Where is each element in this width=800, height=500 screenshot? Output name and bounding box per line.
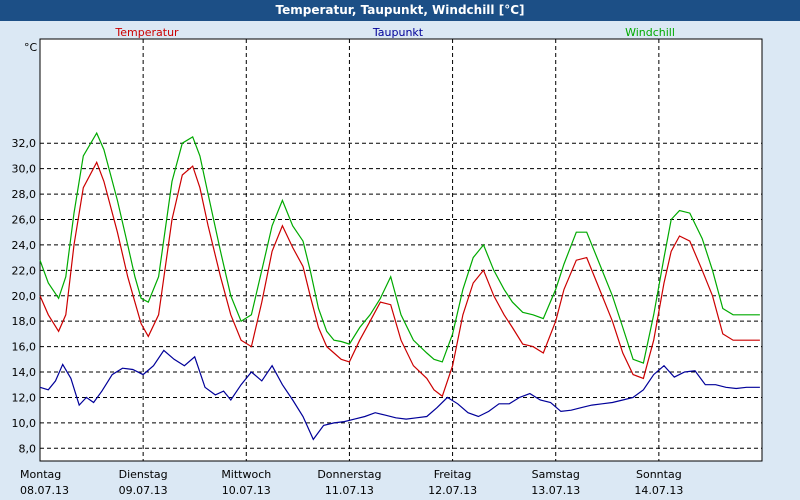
legend-temperatur: Temperatur (114, 26, 179, 39)
x-day-label: Donnerstag (317, 468, 381, 481)
x-date-label: 11.07.13 (325, 484, 374, 497)
series-line-temperatur (39, 160, 760, 398)
x-day-label: Mittwoch (221, 468, 271, 481)
y-tick-label: 16,0 (12, 341, 37, 354)
x-day-label: Freitag (434, 468, 472, 481)
y-axis-label: °C (24, 41, 38, 54)
line-chart: 8,0 10,0 12,0 14,0 16,0 18,0 20,0 22,0 24,0 26,0 2… (12, 26, 763, 497)
legend: Temperatur Taupunkt Windchill (114, 26, 675, 39)
chart-title: Temperatur, Taupunkt, Windchill [°C] (0, 0, 800, 21)
series-lines (39, 131, 760, 441)
y-tick-label: 18,0 (12, 315, 37, 328)
y-tick-label: 30,0 (12, 163, 37, 176)
y-tick-label: 12,0 (12, 391, 37, 404)
grid-lines (40, 39, 762, 461)
y-tick-label: 8,0 (19, 442, 37, 455)
y-tick-label: 24,0 (12, 239, 37, 252)
x-date-label: 10.07.13 (222, 484, 271, 497)
x-date-label: 13.07.13 (531, 484, 580, 497)
y-tick-label: 28,0 (12, 188, 37, 201)
legend-windchill: Windchill (625, 26, 675, 39)
x-date-label: 12.07.13 (428, 484, 477, 497)
x-day-label: Dienstag (119, 468, 168, 481)
y-tick-label: 32,0 (12, 137, 37, 150)
y-tick-label: 10,0 (12, 417, 37, 430)
y-tick-label: 14,0 (12, 366, 37, 379)
series-line-taupunkt (39, 349, 760, 441)
y-tick-label: 22,0 (12, 264, 37, 277)
y-tick-label: 20,0 (12, 290, 37, 303)
x-day-label: Samstag (532, 468, 580, 481)
x-axis-labels: Montag 08.07.13 Dienstag 09.07.13 Mittwoch 10… (20, 468, 683, 497)
legend-taupunkt: Taupunkt (372, 26, 424, 39)
series-line-windchill (39, 131, 760, 364)
x-day-label: Montag (20, 468, 61, 481)
y-tick-label: 26,0 (12, 213, 37, 226)
x-day-label: Sonntag (636, 468, 682, 481)
x-date-label: 08.07.13 (20, 484, 69, 497)
x-date-label: 14.07.13 (634, 484, 683, 497)
y-axis-ticks: 8,0 10,0 12,0 14,0 16,0 18,0 20,0 22,0 24,0 26,0 2… (12, 137, 37, 455)
x-date-label: 09.07.13 (119, 484, 168, 497)
